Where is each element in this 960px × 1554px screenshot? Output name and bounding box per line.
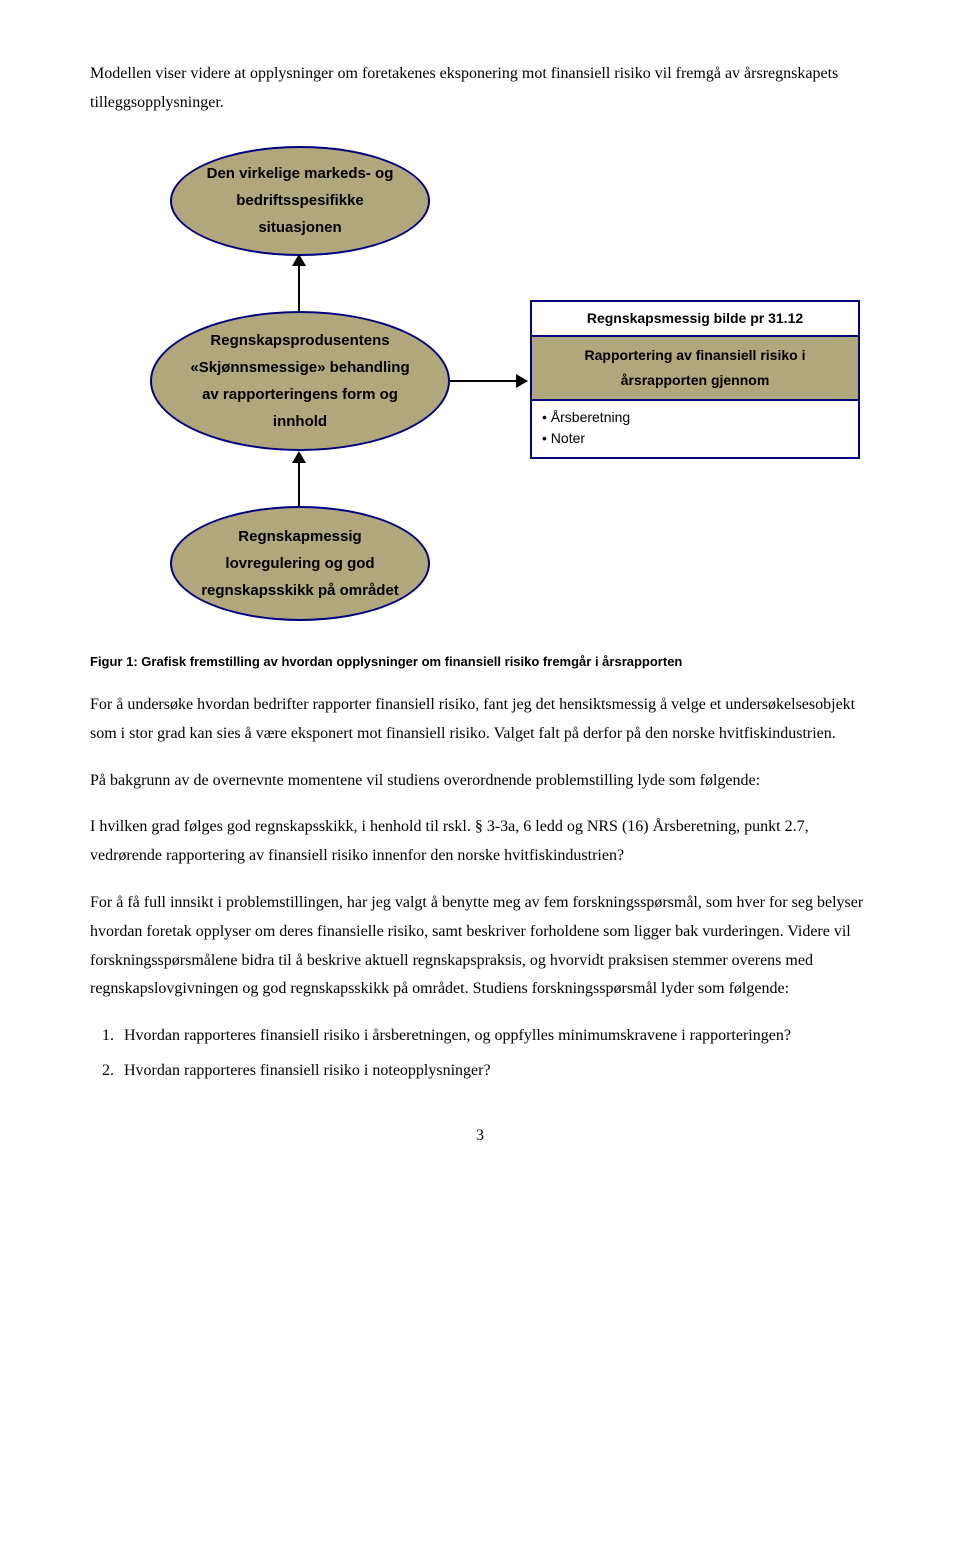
diagram-node-regulation: Regnskapmessig lovregulering og god regn… [170,506,430,621]
table-item-2: • Noter [542,428,848,449]
figure-caption: Figur 1: Grafisk fremstilling av hvordan… [90,650,870,673]
diagram-node-situation: Den virkelige markeds- og bedriftsspesif… [170,146,430,256]
diagram-output-table: Regnskapsmessig bilde pr 31.12 Rapporter… [530,300,860,460]
page-number: 3 [90,1122,870,1151]
research-question-1: Hvordan rapporteres finansiell risiko i … [118,1022,870,1051]
arrow-down-2 [298,453,300,506]
paragraph-3: For å få full innsikt i problemstillinge… [90,889,870,1004]
table-body: • Årsberetning • Noter [532,401,858,457]
table-item-1: • Årsberetning [542,407,848,428]
table-subtitle: Rapportering av finansiell risiko i årsr… [532,337,858,401]
paragraph-1: For å undersøke hvordan bedrifter rappor… [90,691,870,749]
paragraph-2: På bakgrunn av de overnevnte momentene v… [90,767,870,796]
table-title: Regnskapsmessig bilde pr 31.12 [532,302,858,337]
research-question-main: I hvilken grad følges god regnskapsskikk… [90,813,870,871]
research-questions-list: Hvordan rapporteres finansiell risiko i … [90,1022,870,1086]
intro-paragraph: Modellen viser videre at opplysninger om… [90,60,870,118]
arrow-right [450,380,526,382]
diagram-node-producer: Regnskapsprodusentens «Skjønnsmessige» b… [150,311,450,451]
flow-diagram: Den virkelige markeds- og bedriftsspesif… [90,146,870,626]
research-question-2: Hvordan rapporteres finansiell risiko i … [118,1057,870,1086]
arrow-down-1 [298,256,300,311]
